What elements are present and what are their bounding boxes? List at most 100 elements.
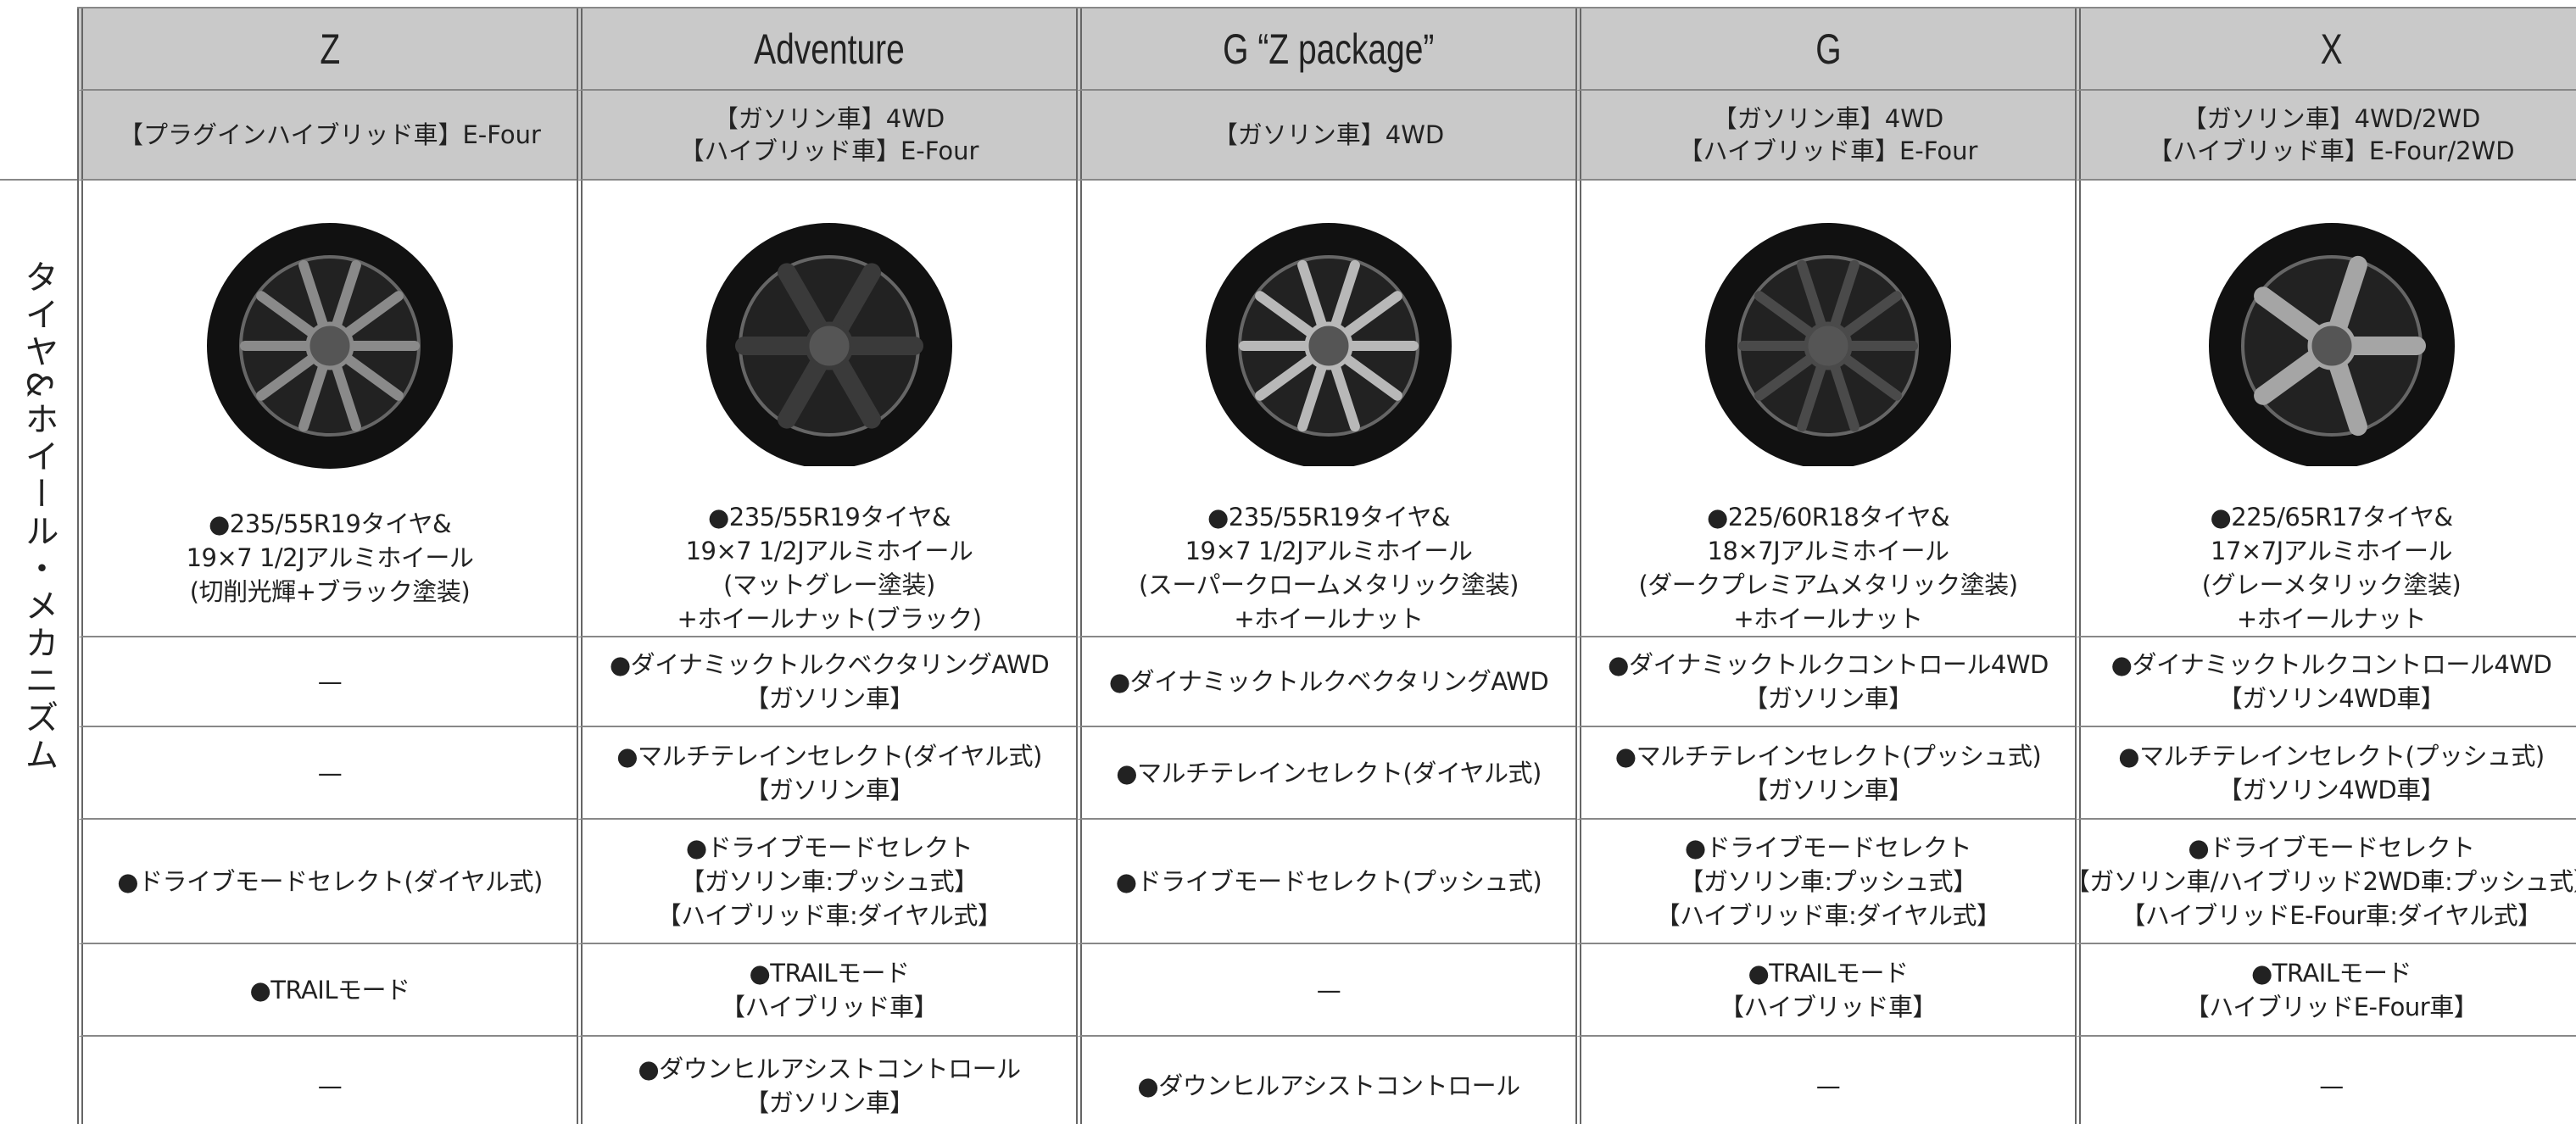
feature-line: ●マルチテレインセレクト(ダイヤル式) <box>616 741 1042 771</box>
feature-line: 【ガソリン4WD車】 <box>2217 775 2445 804</box>
feature-line: ●TRAILモード <box>1748 958 1909 988</box>
grade-title: Adventure <box>754 25 905 73</box>
feature-line: ●TRAILモード <box>2250 958 2412 988</box>
feature-cell: ●ダウンヒルアシストコントロール <box>1076 1037 1575 1124</box>
wheel-image <box>2208 223 2455 466</box>
feature-cell: ●ダイナミックトルクコントロール4WD 【ガソリン車】 <box>1575 637 2075 727</box>
drivetrain-header: 【ガソリン車】4WD 【ハイブリッド車】E-Four <box>577 91 1076 181</box>
feature-line: ●ドライブモードセレクト(ダイヤル式) <box>117 866 543 896</box>
wheel-cell: ●225/65R17タイヤ& 17×7Jアルミホイール (グレーメタリック塗装) +ホ… <box>2075 181 2576 637</box>
feature-line: — <box>1815 1071 1841 1100</box>
feature-line: 【ガソリン4WD車】 <box>2217 684 2445 713</box>
drivetrain-line: 【ガソリン車】4WD <box>1213 120 1445 149</box>
grade-header: X <box>2075 8 2576 91</box>
grade-header: Adventure <box>577 8 1076 91</box>
feature-cell: ●マルチテレインセレクト(プッシュ式) 【ガソリン4WD車】 <box>2075 727 2576 820</box>
side-label-box: タイヤ&ホイール・メカニズム <box>0 181 77 1124</box>
feature-line: 19×7 1/2Jアルミホイール <box>685 537 973 565</box>
feature-line: — <box>317 758 343 787</box>
feature-line: ●マルチテレインセレクト(プッシュ式) <box>1614 741 2042 771</box>
feature-cell: ●ドライブモードセレクト 【ガソリン車/ハイブリッド2WD車:プッシュ式】 【ハイブ… <box>2066 820 2576 944</box>
grade-title: X <box>2320 25 2343 73</box>
wheel-cell: ●225/60R18タイヤ& 18×7Jアルミホイール (ダークプレミアムメタリック… <box>1575 181 2075 637</box>
feature-cell: ●ドライブモードセレクト(プッシュ式) <box>1076 820 1575 944</box>
feature-cell: ●ドライブモードセレクト 【ガソリン車:プッシュ式】 【ハイブリッド車:ダイヤル式】 <box>577 820 1076 944</box>
feature-line: ●225/65R17タイヤ& <box>2210 503 2453 531</box>
feature-cell: — <box>77 1037 577 1124</box>
feature-line: 【ガソリン車】 <box>1743 775 1913 804</box>
feature-line: ●ダイナミックトルクコントロール4WD <box>2110 650 2552 679</box>
drivetrain-line: 【プラグインハイブリッド車】E-Four <box>119 120 541 149</box>
drivetrain-header: 【ガソリン車】4WD <box>1076 91 1575 181</box>
feature-cell: ●ドライブモードセレクト 【ガソリン車:プッシュ式】 【ハイブリッド車:ダイヤル式】 <box>1575 820 2075 944</box>
drivetrain-header: 【ガソリン車】4WD/2WD 【ハイブリッド車】E-Four/2WD <box>2075 91 2576 181</box>
drivetrain-line: 【ハイブリッド車】E-Four/2WD <box>2148 136 2515 165</box>
feature-line: ●ドライブモードセレクト <box>685 832 973 862</box>
feature-line: ●235/55R19タイヤ& <box>707 503 951 531</box>
feature-cell: — <box>77 727 577 820</box>
drivetrain-line: 【ハイブリッド車】E-Four <box>679 136 979 165</box>
feature-line: 【ハイブリッド車:ダイヤル式】 <box>1655 900 2001 930</box>
grade-header: G “Z package” <box>1076 8 1575 91</box>
feature-cell: ●マルチテレインセレクト(ダイヤル式) 【ガソリン車】 <box>577 727 1076 820</box>
drivetrain-header: 【ガソリン車】4WD 【ハイブリッド車】E-Four <box>1575 91 2075 181</box>
feature-cell: ●TRAILモード <box>77 944 577 1037</box>
feature-cell: ●ダイナミックトルクベクタリングAWD <box>1076 637 1575 727</box>
feature-line: ●ドライブモードセレクト(プッシュ式) <box>1115 866 1542 896</box>
top-rule <box>77 7 2576 8</box>
feature-line: ●ドライブモードセレクト <box>1684 832 1972 862</box>
wheel-cell: ●235/55R19タイヤ& 19×7 1/2Jアルミホイール (マットグレー塗装)… <box>577 181 1076 637</box>
feature-line: ●TRAILモード <box>749 958 910 988</box>
feature-line: ●ドライブモードセレクト <box>2188 832 2475 862</box>
feature-cell: — <box>2075 1037 2576 1124</box>
wheel-image <box>706 223 952 466</box>
feature-cell: — <box>1076 944 1575 1037</box>
feature-cell: — <box>77 637 577 727</box>
wheel-image <box>207 223 453 469</box>
grade-title: G <box>1815 25 1842 73</box>
wheel-cell: ●235/55R19タイヤ& 19×7 1/2Jアルミホイール (スーパークロームメ… <box>1076 181 1575 637</box>
wheel-image <box>1705 223 1951 466</box>
feature-cell: ●TRAILモード 【ハイブリッド車】 <box>577 944 1076 1037</box>
feature-line: — <box>317 1071 343 1100</box>
feature-line: ●ダイナミックトルクベクタリングAWD <box>1108 667 1549 696</box>
feature-line: — <box>1316 975 1341 1004</box>
feature-cell: ●TRAILモード【ハイブリッドE-Four車】 <box>2075 944 2576 1037</box>
feature-line: (マットグレー塗装) <box>723 570 935 599</box>
feature-cell: ●ダウンヒルアシストコントロール 【ガソリン車】 <box>577 1037 1076 1124</box>
feature-line: ●235/55R19タイヤ& <box>208 509 452 538</box>
feature-line: 【ガソリン車】 <box>744 684 914 713</box>
feature-cell: ●ドライブモードセレクト(ダイヤル式) <box>77 820 577 944</box>
feature-cell: — <box>1575 1037 2075 1124</box>
feature-cell: ●ダイナミックトルクコントロール4WD 【ガソリン4WD車】 <box>2075 637 2576 727</box>
feature-line: 19×7 1/2Jアルミホイール <box>1185 537 1473 565</box>
feature-line: 【ハイブリッドE-Four車:ダイヤル式】 <box>2121 900 2542 930</box>
feature-cell: ●マルチテレインセレクト(プッシュ式) 【ガソリン車】 <box>1575 727 2075 820</box>
feature-line: +ホイールナット <box>1733 604 1923 633</box>
drivetrain-line: 【ガソリン車】4WD <box>713 104 945 133</box>
grade-title: Z <box>320 25 340 73</box>
wheel-cell: ●235/55R19タイヤ& 19×7 1/2Jアルミホイール (切削光輝+ブラック… <box>77 181 577 637</box>
feature-line: (グレーメタリック塗装) <box>2201 570 2462 599</box>
feature-line: (スーパークロームメタリック塗装) <box>1139 570 1519 599</box>
feature-cell: ●TRAILモード 【ハイブリッド車】 <box>1575 944 2075 1037</box>
feature-line: (ダークプレミアムメタリック塗装) <box>1638 570 2018 599</box>
feature-line: ●ダウンヒルアシストコントロール <box>1137 1071 1520 1100</box>
feature-line: 17×7Jアルミホイール <box>2211 537 2452 565</box>
grade-header: Z <box>77 8 577 91</box>
feature-line: 【ハイブリッドE-Four車】 <box>2184 992 2478 1021</box>
grade-header: G <box>1575 8 2075 91</box>
wheel-image <box>1206 223 1452 466</box>
feature-line: ●マルチテレインセレクト(ダイヤル式) <box>1116 758 1542 787</box>
feature-line: ●TRAILモード <box>249 975 410 1004</box>
feature-line: 【ガソリン車:プッシュ式】 <box>1679 866 1977 896</box>
grade-title: G “Z package” <box>1223 25 1435 73</box>
feature-line: — <box>2319 1071 2344 1100</box>
feature-line: 【ハイブリッド車】 <box>1720 992 1937 1021</box>
feature-line: ●マルチテレインセレクト(プッシュ式) <box>2118 741 2545 771</box>
feature-line: 19×7 1/2Jアルミホイール <box>186 543 474 572</box>
side-label: タイヤ&ホイール・メカニズム <box>19 259 59 775</box>
feature-line: +ホイールナット <box>2236 604 2427 633</box>
feature-line: ●235/55R19タイヤ& <box>1207 503 1451 531</box>
